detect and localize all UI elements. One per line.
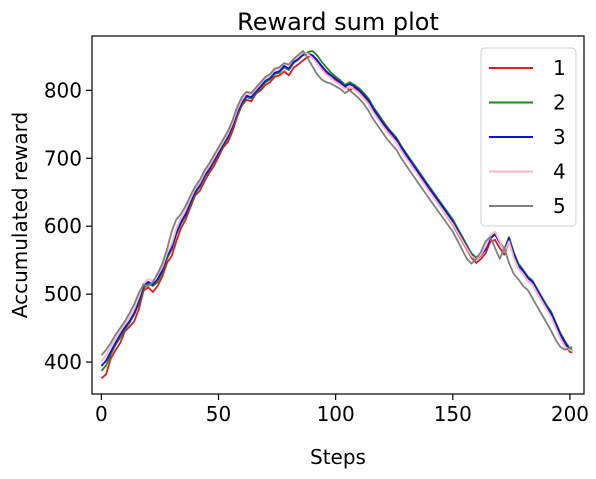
- chart-title: Reward sum plot: [237, 8, 439, 36]
- x-tick-label: 200: [551, 402, 589, 426]
- x-axis-label: Steps: [310, 445, 366, 469]
- chart-legend: 1 2 3 4 5: [480, 47, 577, 227]
- x-axis-ticks: 0 50 100 150 200: [95, 394, 589, 426]
- legend-label-3: 3: [553, 125, 566, 149]
- y-tick-label: 400: [44, 350, 82, 374]
- plot-series-group: [100, 50, 573, 380]
- legend-label-4: 4: [553, 160, 566, 184]
- y-axis-ticks: 400 500 600 700 800: [44, 78, 92, 374]
- series-line-5: [100, 50, 573, 356]
- y-tick-label: 800: [44, 78, 82, 102]
- x-tick-label: 50: [206, 402, 231, 426]
- y-axis-label: Accumulated reward: [8, 112, 32, 318]
- legend-label-1: 1: [553, 56, 566, 80]
- x-tick-label: 100: [317, 402, 355, 426]
- legend-label-5: 5: [553, 194, 566, 218]
- plot-frame: [91, 35, 585, 395]
- y-tick-label: 600: [44, 214, 82, 238]
- legend-label-2: 2: [553, 91, 566, 115]
- x-tick-label: 0: [95, 402, 108, 426]
- y-tick-label: 500: [44, 282, 82, 306]
- y-tick-label: 700: [44, 146, 82, 170]
- x-tick-label: 150: [434, 402, 472, 426]
